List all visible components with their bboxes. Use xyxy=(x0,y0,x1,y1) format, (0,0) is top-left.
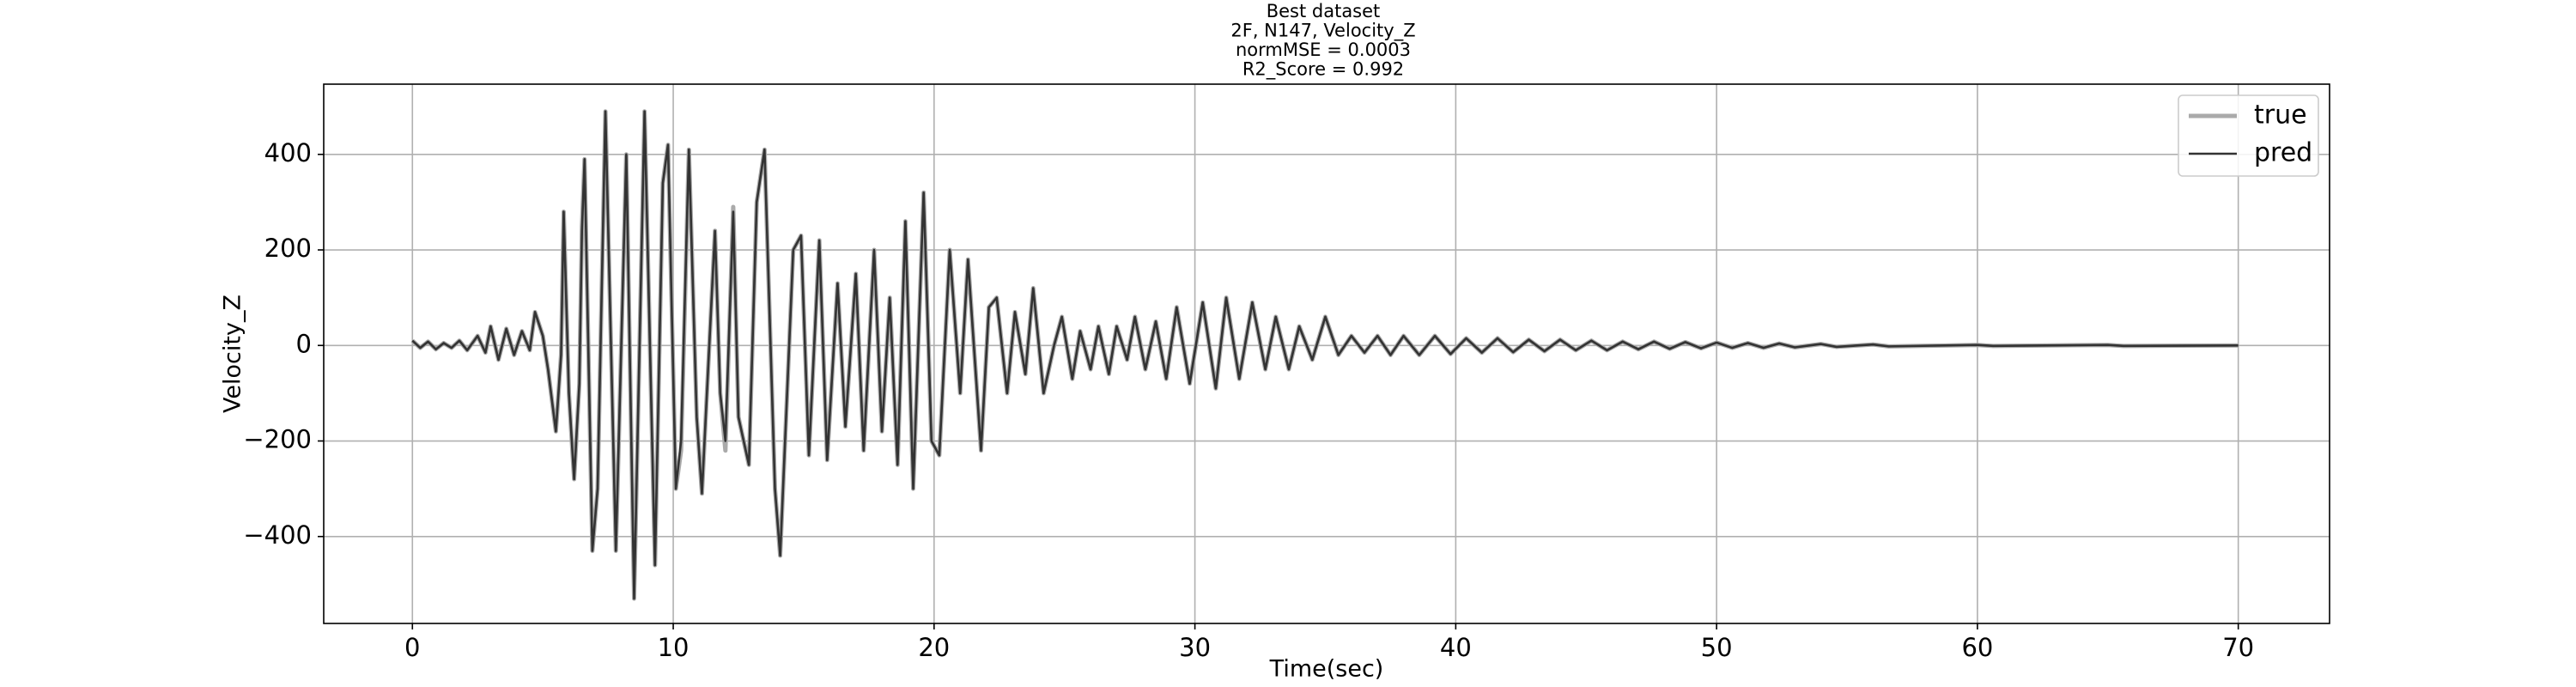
chart-title: R2_Score = 0.992 xyxy=(1242,59,1404,81)
x-axis-label: Time(sec) xyxy=(1269,656,1384,683)
y-tick-label: 0 xyxy=(296,329,312,358)
x-tick-label: 10 xyxy=(658,633,690,662)
x-tick-label: 60 xyxy=(1961,633,1993,662)
chart-title: Best dataset xyxy=(1267,1,1381,21)
x-tick-label: 40 xyxy=(1440,633,1472,662)
x-tick-label: 50 xyxy=(1701,633,1733,662)
x-tick-label: 30 xyxy=(1179,633,1211,662)
x-tick-label: 20 xyxy=(918,633,950,662)
chart-title: normMSE = 0.0003 xyxy=(1236,40,1411,60)
x-tick-label: 70 xyxy=(2222,633,2254,662)
y-tick-label: −400 xyxy=(243,520,312,550)
legend-label: pred xyxy=(2254,138,2312,168)
legend-label: true xyxy=(2254,100,2307,131)
series-line xyxy=(411,110,2239,600)
y-tick-label: 400 xyxy=(264,138,312,167)
y-axis-label: Velocity_Z xyxy=(220,295,246,413)
chart-title: 2F, N147, Velocity_Z xyxy=(1230,21,1415,42)
plot-frame xyxy=(323,83,2330,624)
y-tick-label: −200 xyxy=(243,425,312,454)
y-tick-label: 200 xyxy=(264,234,312,263)
x-tick-label: 0 xyxy=(404,633,420,662)
legend: true pred xyxy=(2178,94,2319,177)
